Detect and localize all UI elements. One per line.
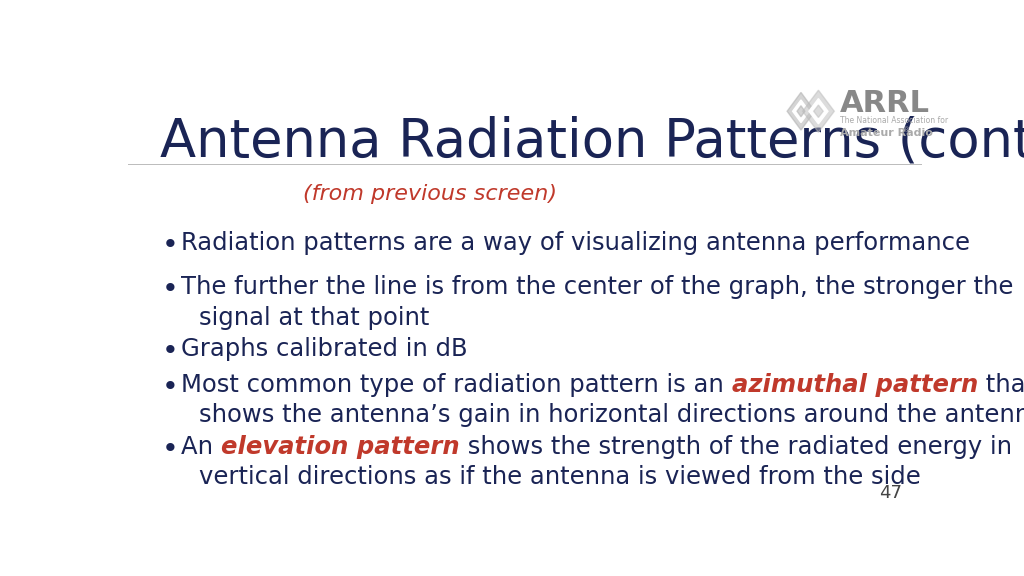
Polygon shape (797, 106, 805, 117)
Text: Amateur Radio: Amateur Radio (840, 128, 933, 138)
Polygon shape (803, 90, 835, 132)
Text: (from previous screen): (from previous screen) (303, 184, 557, 204)
Text: ®: ® (903, 128, 910, 134)
Text: signal at that point: signal at that point (200, 305, 430, 329)
Text: azimuthal pattern: azimuthal pattern (732, 373, 978, 397)
Text: 47: 47 (879, 484, 902, 502)
Text: Radiation patterns are a way of visualizing antenna performance: Radiation patterns are a way of visualiz… (181, 231, 970, 255)
Polygon shape (809, 98, 828, 124)
Text: vertical directions as if the antenna is viewed from the side: vertical directions as if the antenna is… (200, 465, 922, 489)
Text: The further the line is from the center of the graph, the stronger the: The further the line is from the center … (181, 275, 1014, 300)
Text: shows the antenna’s gain in horizontal directions around the antenna: shows the antenna’s gain in horizontal d… (200, 403, 1024, 427)
Text: •: • (162, 275, 178, 304)
Text: •: • (162, 338, 178, 365)
Text: Antenna Radiation Patterns (cont.): Antenna Radiation Patterns (cont.) (160, 116, 1024, 168)
Polygon shape (814, 105, 823, 118)
Polygon shape (793, 100, 809, 123)
Text: •: • (162, 231, 178, 259)
Text: shows the strength of the radiated energy in: shows the strength of the radiated energ… (460, 435, 1012, 459)
Text: elevation pattern: elevation pattern (221, 435, 460, 459)
Text: The National Association for: The National Association for (840, 116, 948, 124)
Polygon shape (787, 92, 815, 130)
Text: •: • (162, 435, 178, 463)
Text: Most common type of radiation pattern is an: Most common type of radiation pattern is… (181, 373, 732, 397)
Text: An: An (181, 435, 221, 459)
Text: Graphs calibrated in dB: Graphs calibrated in dB (181, 338, 468, 362)
Text: that: that (978, 373, 1024, 397)
Text: •: • (162, 373, 178, 401)
Text: ARRL: ARRL (840, 89, 930, 118)
